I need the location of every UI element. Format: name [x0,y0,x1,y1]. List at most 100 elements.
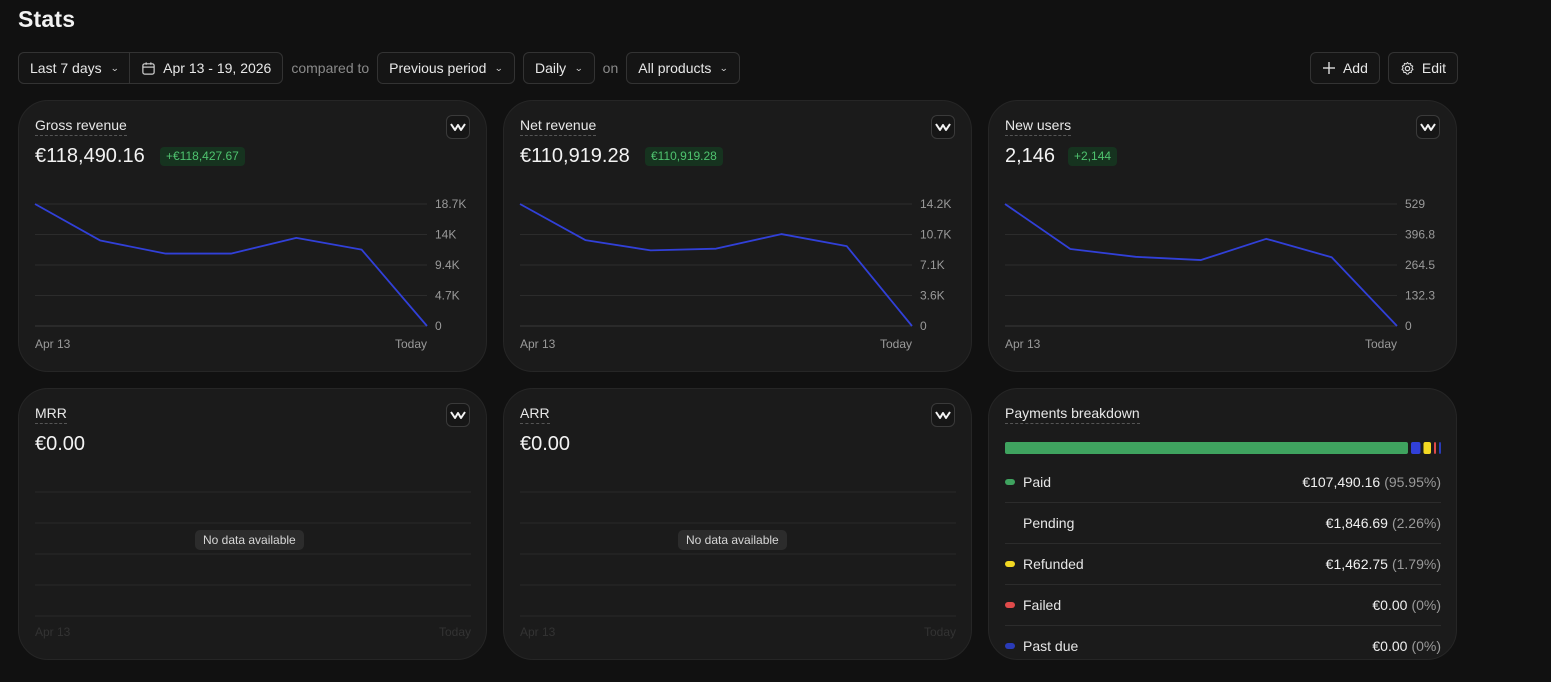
products-select[interactable]: All products ⌄ [626,52,740,84]
range-select[interactable]: Last 7 days ⌄ [18,52,131,84]
add-label: Add [1342,60,1368,76]
plus-icon [1322,62,1335,74]
x-start-label: Apr 13 [520,625,556,639]
y-tick-label: 4.7K [435,289,460,303]
x-start-label: Apr 13 [35,625,71,639]
payment-status-label: Refunded [1023,556,1084,572]
calendar-icon [142,61,155,75]
no-data-badge: No data available [195,530,304,550]
y-tick-label: 529 [1405,197,1425,211]
empty-chart: Apr 13 Today [35,491,471,639]
gear-icon [1401,61,1414,75]
bar-segment-paid[interactable] [1005,442,1408,454]
card-title: New users [1005,117,1072,136]
bar-segment-pending[interactable] [1410,442,1421,454]
edit-button[interactable]: Edit [1387,52,1458,84]
status-dot [1005,643,1015,649]
payment-status-label: Paid [1023,474,1052,490]
date-range-picker[interactable]: Apr 13 - 19, 2026 [130,52,284,84]
x-start-label: Apr 13 [520,337,556,351]
y-tick-label: 396.8 [1405,228,1435,242]
y-tick-label: 132.3 [1405,289,1435,303]
payment-percent: (0%) [1411,638,1441,654]
x-end-label: Today [880,337,912,351]
toolbar-actions: Add Edit [1309,52,1458,84]
delta-badge: +€118,427.67 [160,147,245,166]
page-title: Stats [18,6,76,32]
x-start-label: Apr 13 [1005,337,1041,351]
payment-amount: €1,846.69 [1325,515,1388,531]
card-title: Net revenue [520,117,597,136]
card-value: €118,490.16 [35,145,145,167]
card-value: 2,146 [1005,145,1056,167]
gross-revenue-card[interactable]: Gross revenue €118,490.16 +€118,427.67 1… [18,100,487,372]
chevron-down-icon: ⌄ [719,62,729,73]
mrr-card[interactable]: MRR €0.00 Apr 13 Today No data available [18,388,487,660]
bar-segment-failed[interactable] [1434,442,1436,454]
payment-amount: €1,462.75 [1325,556,1388,572]
y-tick-label: 0 [920,319,927,333]
status-dot [1005,479,1015,485]
y-tick-label: 14K [435,228,456,242]
y-tick-label: 3.6K [920,289,945,303]
add-button[interactable]: Add [1309,52,1380,84]
card-title: ARR [520,405,550,424]
payments-breakdown-card[interactable]: Payments breakdown Paid €107,490.16 (95.95… [988,388,1457,660]
y-tick-label: 0 [1405,319,1412,333]
metric-logo-icon[interactable] [1416,115,1440,139]
x-end-label: Today [395,337,427,351]
metric-logo-icon[interactable] [446,115,470,139]
compared-to-text: compared to [291,60,370,76]
bar-segment-refunded[interactable] [1423,442,1431,454]
y-tick-label: 264.5 [1405,258,1435,272]
products-label: All products [638,60,712,76]
card-title: Payments breakdown [1005,405,1140,424]
x-start-label: Apr 13 [35,337,71,351]
payment-status-label: Failed [1023,597,1062,613]
filter-toolbar: Last 7 days ⌄ Apr 13 - 19, 2026 compared… [18,52,740,84]
payment-row-paid[interactable]: Paid €107,490.16 (95.95%) [1005,462,1441,503]
on-text: on [602,60,619,76]
date-range-group: Last 7 days ⌄ Apr 13 - 19, 2026 [18,52,284,84]
interval-select[interactable]: Daily ⌄ [523,52,595,84]
y-tick-label: 14.2K [920,197,951,211]
arr-card[interactable]: ARR €0.00 Apr 13 Today No data available [503,388,972,660]
line-chart: 18.7K 14K 9.4K 4.7K 0 Apr 13 Today [34,197,466,351]
y-tick-label: 9.4K [435,258,460,272]
payment-amount: €0.00 [1372,638,1408,654]
delta-badge: +2,144 [1068,147,1118,166]
payment-status-label: Past due [1023,638,1079,654]
y-tick-label: 0 [435,319,442,333]
line-chart: 14.2K 10.7K 7.1K 3.6K 0 Apr 13 Today [519,197,951,351]
payment-percent: (2.26%) [1391,515,1441,531]
status-dot [1005,520,1015,526]
metric-logo-icon[interactable] [931,403,955,427]
new-users-card[interactable]: New users 2,146 +2,144 529 396.8 264.5 132.… [988,100,1457,372]
payment-percent: (1.79%) [1391,556,1441,572]
payment-row-refunded[interactable]: Refunded €1,462.75 (1.79%) [1005,544,1441,585]
payment-percent: (0%) [1411,597,1441,613]
net-revenue-card[interactable]: Net revenue €110,919.28 €110,919.28 14.2… [503,100,972,372]
no-data-badge: No data available [678,530,787,550]
chevron-down-icon: ⌄ [574,62,584,73]
card-value: €0.00 [520,433,571,455]
payment-row-past-due[interactable]: Past due €0.00 (0%) [1005,626,1441,659]
interval-label: Daily [535,60,567,76]
range-label: Last 7 days [30,60,102,76]
compare-label: Previous period [389,60,487,76]
x-end-label: Today [1365,337,1397,351]
y-tick-label: 7.1K [920,258,945,272]
card-value: €110,919.28 [520,145,630,167]
card-title: MRR [35,405,67,424]
bar-segment-past-due[interactable] [1439,442,1441,454]
payment-row-failed[interactable]: Failed €0.00 (0%) [1005,585,1441,626]
compare-select[interactable]: Previous period ⌄ [377,52,515,84]
metric-logo-icon[interactable] [446,403,470,427]
date-range-label: Apr 13 - 19, 2026 [163,60,272,76]
metric-logo-icon[interactable] [931,115,955,139]
chevron-down-icon: ⌄ [494,62,504,73]
payment-row-pending[interactable]: Pending €1,846.69 (2.26%) [1005,503,1441,544]
payment-amount: €0.00 [1372,597,1408,613]
payment-status-label: Pending [1023,515,1075,531]
status-dot [1005,602,1015,608]
